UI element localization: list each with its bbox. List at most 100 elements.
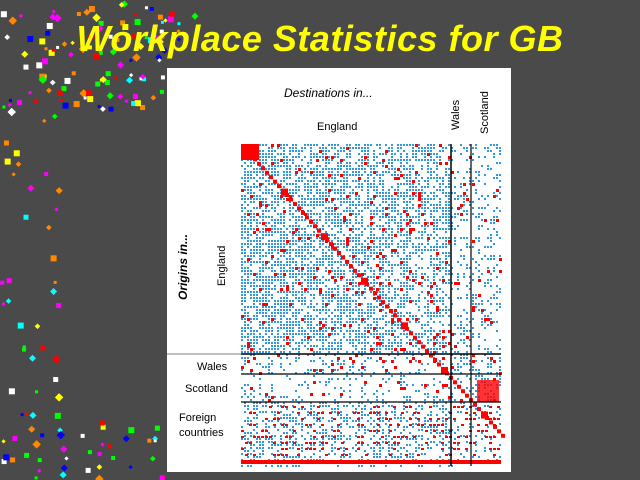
matrix-cell: [271, 171, 273, 173]
matrix-cell: [373, 249, 375, 251]
matrix-cell: [259, 393, 261, 395]
matrix-cell: [289, 240, 291, 242]
matrix-cell: [247, 234, 249, 236]
matrix-cell: [271, 258, 273, 260]
matrix-cell: [436, 174, 438, 176]
confetti-piece: [0, 11, 7, 18]
matrix-cell: [355, 276, 357, 278]
matrix-cell: [295, 333, 297, 335]
matrix-cell: [457, 411, 459, 413]
foreign-cell: [385, 418, 388, 420]
matrix-cell: [463, 402, 465, 404]
matrix-cell: [349, 366, 351, 368]
matrix-cell: [451, 147, 453, 149]
matrix-cell: [499, 303, 501, 305]
matrix-cell: [358, 204, 360, 206]
matrix-cell: [367, 243, 369, 245]
diagonal-cell: [293, 201, 297, 206]
matrix-cell: [388, 378, 390, 380]
matrix-cell-high: [442, 330, 445, 333]
confetti-piece: [85, 467, 91, 473]
matrix-cell: [394, 153, 396, 155]
matrix-cell: [313, 222, 315, 224]
matrix-cell: [436, 285, 438, 287]
matrix-cell: [472, 327, 474, 329]
matrix-cell: [412, 195, 414, 197]
matrix-cell: [262, 171, 264, 173]
matrix-cell: [274, 435, 276, 437]
matrix-cell: [316, 186, 318, 188]
matrix-cell: [307, 276, 309, 278]
matrix-cell-high: [328, 174, 331, 177]
matrix-cell: [427, 393, 429, 395]
matrix-cell: [376, 456, 378, 458]
matrix-cell: [328, 309, 330, 311]
matrix-cell: [277, 276, 279, 278]
matrix-cell: [283, 180, 285, 182]
matrix-cell: [358, 294, 360, 296]
matrix-cell-high: [280, 288, 283, 291]
matrix-cell: [448, 180, 450, 182]
matrix-cell: [430, 234, 432, 236]
matrix-cell-high: [343, 324, 346, 327]
matrix-cell: [409, 399, 411, 401]
matrix-cell: [313, 219, 315, 221]
matrix-cell: [424, 201, 426, 203]
matrix-cell: [277, 339, 279, 341]
matrix-cell: [358, 327, 360, 329]
matrix-cell: [427, 324, 429, 326]
matrix-cell: [346, 315, 348, 317]
matrix-cell: [265, 309, 267, 311]
matrix-cell: [361, 396, 363, 398]
foreign-cell: [249, 424, 252, 426]
matrix-cell: [253, 303, 255, 305]
origins-title: Origins in...: [176, 234, 190, 300]
matrix-cell: [391, 156, 393, 158]
matrix-cell: [382, 210, 384, 212]
matrix-cell: [280, 270, 282, 272]
matrix-cell: [280, 183, 282, 185]
matrix-cell: [346, 207, 348, 209]
matrix-cell: [250, 393, 252, 395]
matrix-cell: [373, 204, 375, 206]
matrix-cell: [307, 165, 309, 167]
matrix-cell: [415, 315, 417, 317]
matrix-cell: [451, 192, 453, 194]
matrix-cell: [268, 330, 270, 332]
matrix-cell: [274, 201, 276, 203]
matrix-cell: [499, 186, 501, 188]
matrix-cell: [490, 324, 492, 326]
matrix-cell: [445, 246, 447, 248]
matrix-cell: [394, 216, 396, 218]
matrix-cell: [340, 435, 342, 437]
matrix-cell-high: [385, 207, 388, 210]
matrix-cell: [469, 171, 471, 173]
matrix-cell: [328, 342, 330, 344]
matrix-cell: [331, 189, 333, 191]
matrix-cell: [286, 162, 288, 164]
matrix-cell: [400, 285, 402, 287]
matrix-cell: [316, 183, 318, 185]
matrix-cell: [460, 354, 462, 356]
matrix-cell: [271, 363, 273, 365]
matrix-cell: [265, 243, 267, 245]
matrix-cell: [319, 357, 321, 359]
matrix-cell: [244, 189, 246, 191]
matrix-cell: [361, 414, 363, 416]
matrix-cell: [400, 162, 402, 164]
matrix-cell: [442, 315, 444, 317]
matrix-cell: [319, 195, 321, 197]
matrix-cell: [433, 144, 435, 146]
matrix-cell: [277, 246, 279, 248]
matrix-cell: [247, 204, 249, 206]
matrix-cell: [436, 153, 438, 155]
matrix-cell: [388, 219, 390, 221]
matrix-cell-high: [265, 261, 268, 264]
matrix-cell-high: [412, 192, 415, 195]
matrix-cell: [301, 216, 303, 218]
matrix-cell: [241, 453, 243, 455]
matrix-cell: [289, 159, 291, 161]
matrix-cell: [259, 363, 261, 365]
diagonal-cell: [281, 188, 288, 196]
matrix-cell: [253, 297, 255, 299]
